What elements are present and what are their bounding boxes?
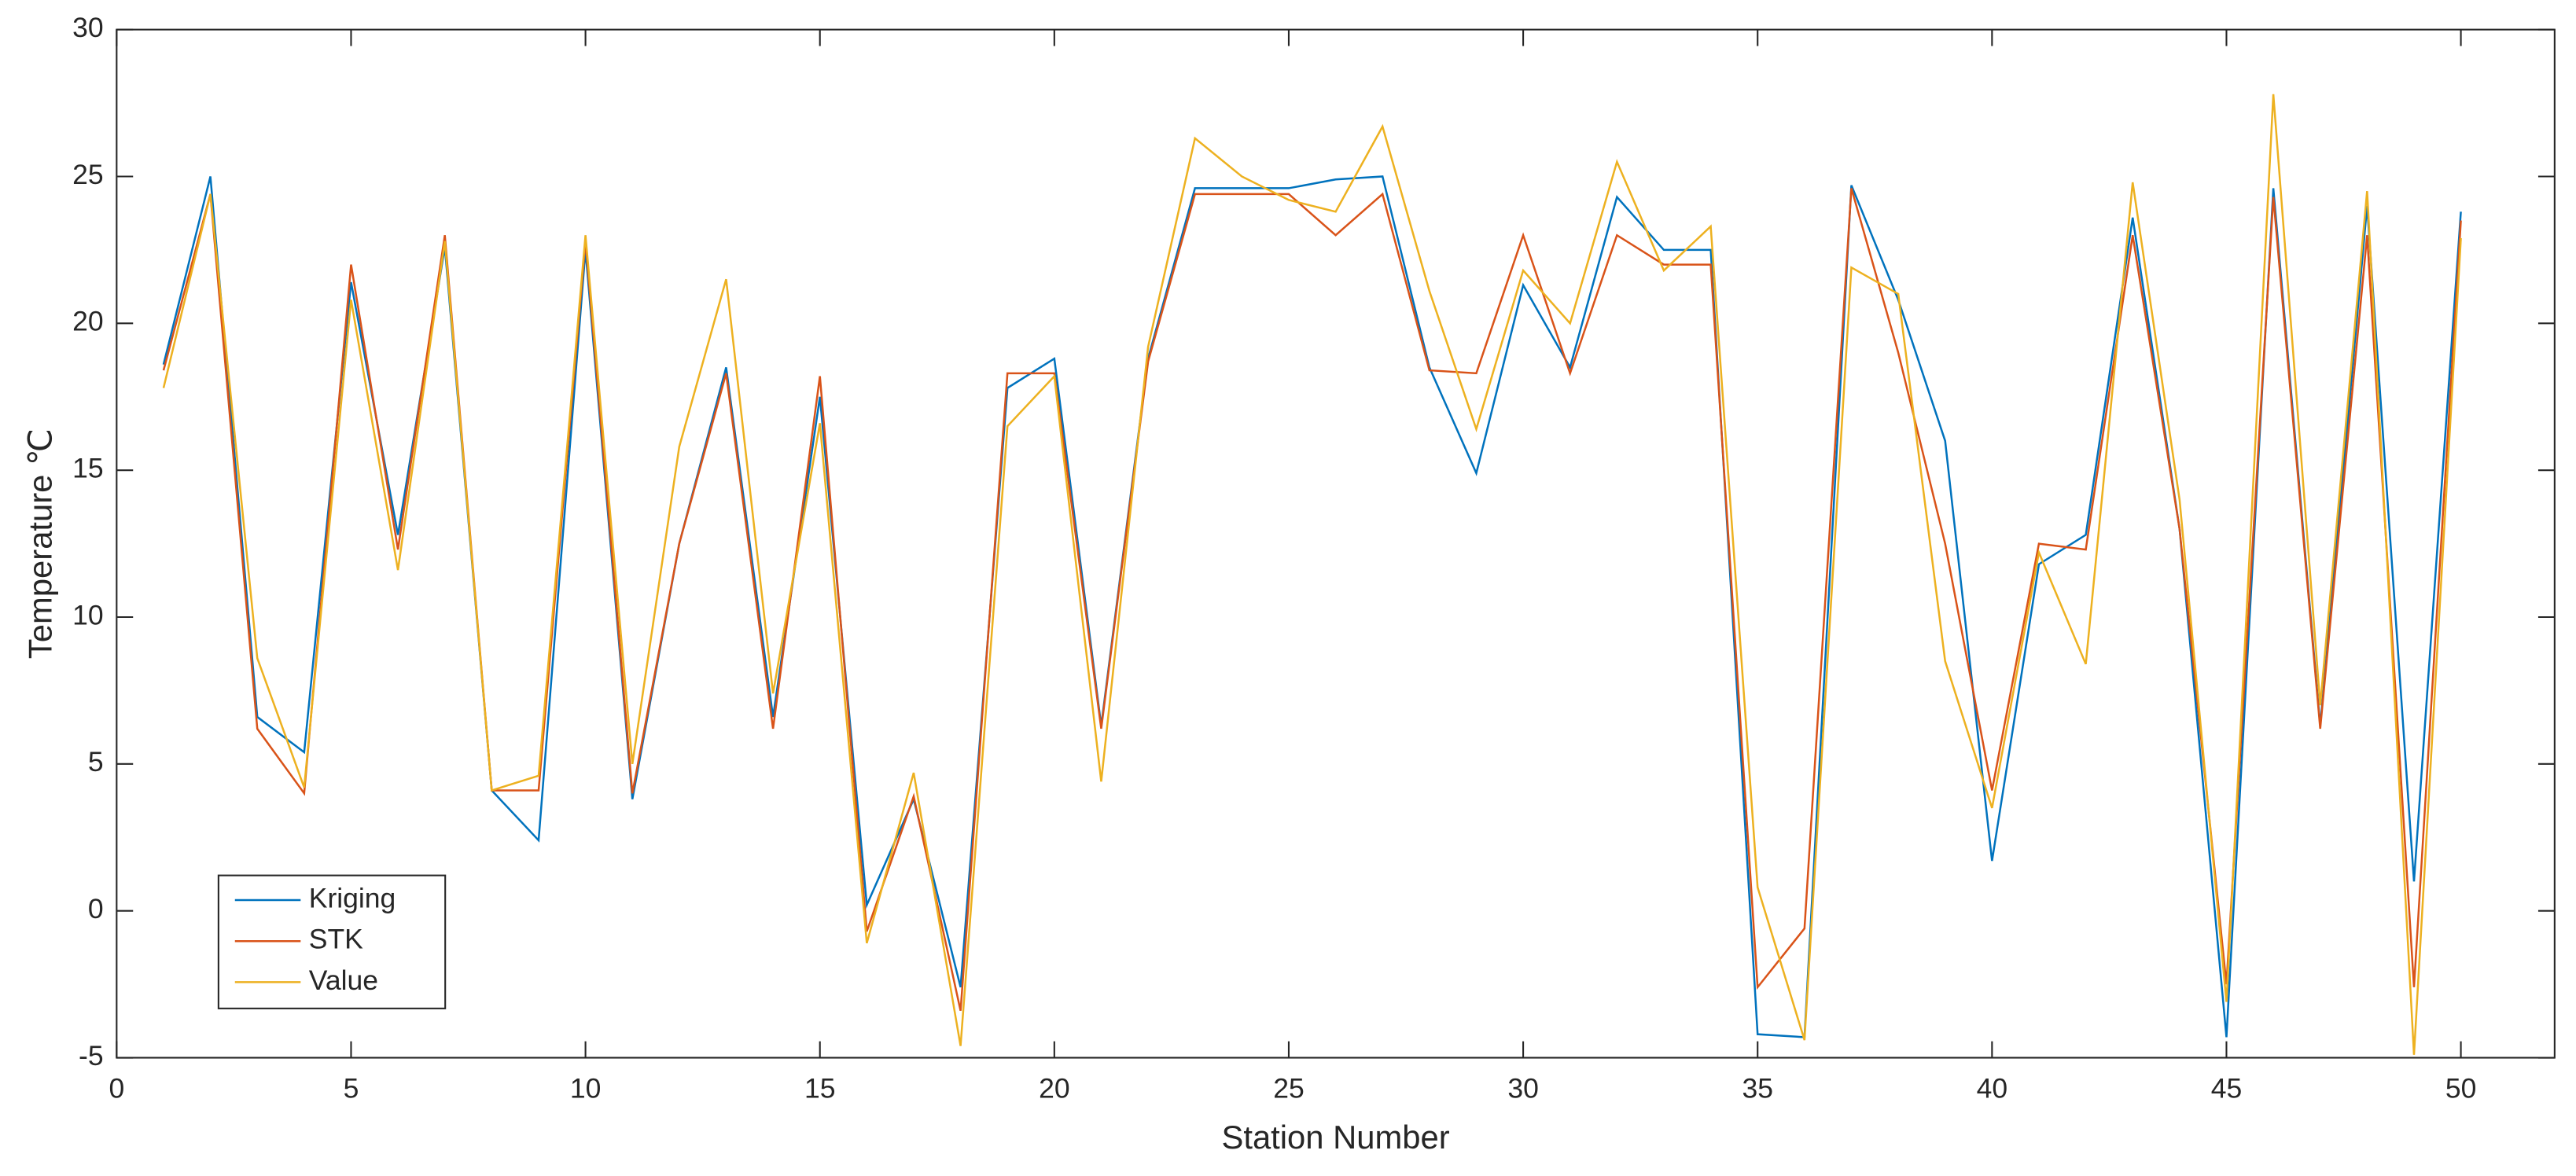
x-tick-label: 20 xyxy=(1039,1073,1070,1104)
y-tick-label: 20 xyxy=(72,306,104,337)
legend-label: STK xyxy=(309,924,363,955)
x-tick-label: 5 xyxy=(344,1073,359,1104)
legend-label: Kriging xyxy=(309,882,396,913)
data-line xyxy=(162,175,2462,1038)
y-tick-label: -5 xyxy=(79,1040,104,1071)
y-tick-label: 30 xyxy=(72,12,104,43)
y-tick-label: 25 xyxy=(72,159,104,190)
x-tick-label: 45 xyxy=(2211,1073,2243,1104)
y-tick-label: 15 xyxy=(72,453,104,484)
x-tick-label: 0 xyxy=(109,1073,124,1104)
x-tick-label: 50 xyxy=(2445,1073,2477,1104)
x-tick-label: 35 xyxy=(1742,1073,1773,1104)
legend-label: Value xyxy=(309,965,378,996)
data-line xyxy=(162,94,2462,1055)
x-tick-label: 30 xyxy=(1507,1073,1539,1104)
plot-frame xyxy=(116,28,2556,1059)
x-tick-label: 10 xyxy=(570,1073,602,1104)
x-tick-label: 40 xyxy=(1977,1073,2008,1104)
y-tick-label: 10 xyxy=(72,599,104,630)
x-tick-label: 15 xyxy=(804,1073,835,1104)
y-tick-label: 0 xyxy=(88,893,104,924)
legend-box xyxy=(217,874,447,1009)
legend: Kriging STK Value xyxy=(217,874,447,1009)
x-tick-label: 25 xyxy=(1273,1073,1305,1104)
data-line xyxy=(162,188,2462,1012)
y-tick-label: 5 xyxy=(88,746,104,777)
x-axis-label: Station Number xyxy=(1221,1119,1449,1156)
y-axis-label: Temperature ℃ xyxy=(21,428,58,659)
